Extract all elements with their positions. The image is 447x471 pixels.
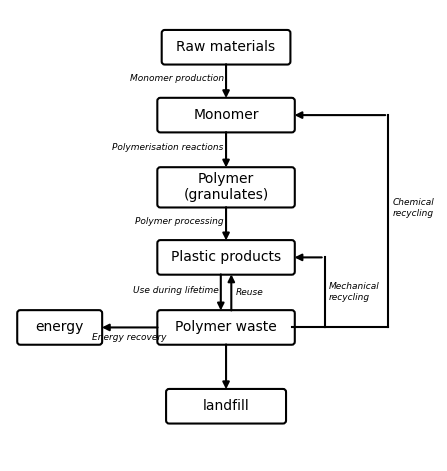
FancyBboxPatch shape <box>157 98 295 132</box>
Text: Use during lifetime: Use during lifetime <box>133 286 219 295</box>
Text: landfill: landfill <box>202 399 249 413</box>
Text: Polymer
(granulates): Polymer (granulates) <box>183 172 269 203</box>
Text: Raw materials: Raw materials <box>177 40 276 54</box>
Text: Monomer production: Monomer production <box>130 74 224 83</box>
Text: Polymerisation reactions: Polymerisation reactions <box>113 143 224 152</box>
FancyBboxPatch shape <box>166 389 286 423</box>
Text: Reuse: Reuse <box>236 288 263 297</box>
FancyBboxPatch shape <box>162 30 291 65</box>
Text: Mechanical
recycling: Mechanical recycling <box>329 282 380 302</box>
FancyBboxPatch shape <box>157 167 295 208</box>
Text: energy: energy <box>35 320 84 334</box>
Text: Chemical
recycling: Chemical recycling <box>392 198 434 218</box>
Text: Energy recovery: Energy recovery <box>93 333 167 341</box>
FancyBboxPatch shape <box>157 310 295 345</box>
Text: Polymer processing: Polymer processing <box>135 217 224 226</box>
FancyBboxPatch shape <box>157 240 295 275</box>
Text: Monomer: Monomer <box>193 108 259 122</box>
FancyBboxPatch shape <box>17 310 102 345</box>
Text: Polymer waste: Polymer waste <box>175 320 277 334</box>
Text: Plastic products: Plastic products <box>171 251 281 264</box>
